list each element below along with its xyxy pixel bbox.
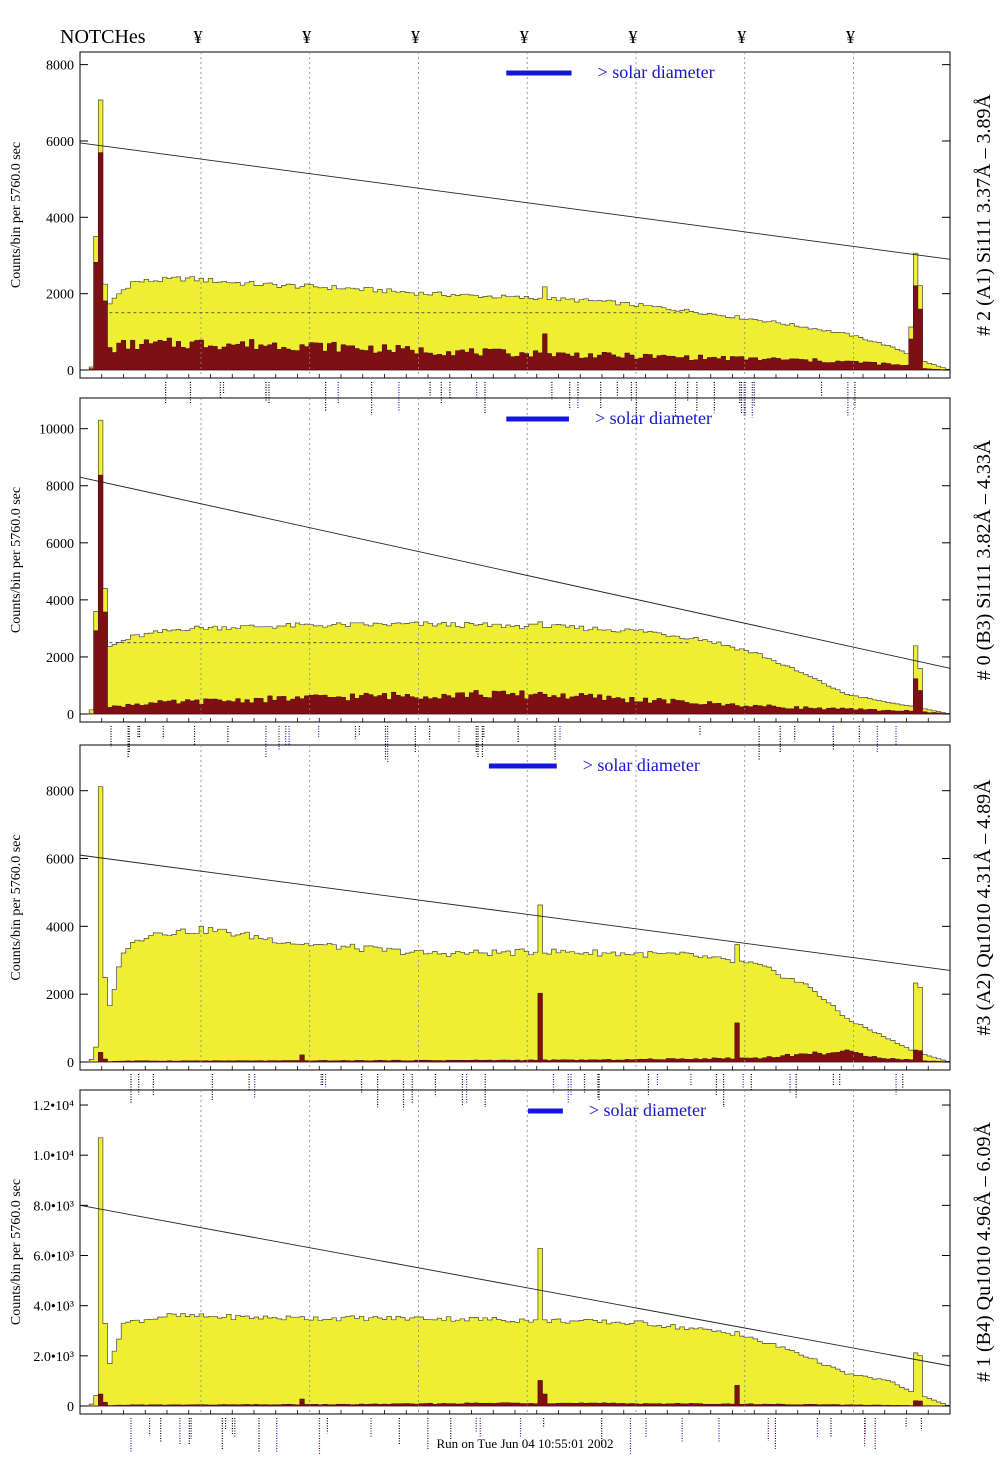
y-tick-label: 8000 [46,785,74,800]
solar-diameter-label: > solar diameter [589,1100,706,1120]
solar-diameter-label: > solar diameter [583,755,700,775]
panel-side-title: # 1 (B4) Qu1010 4.96Å – 6.09Å [973,1121,995,1382]
y-tick-label: 2000 [46,988,74,1003]
y-tick-label: 2.0•10³ [33,1350,74,1365]
y-axis-label-text: Counts/bin per [9,1239,24,1325]
exposure-text: 5760.0 sec [9,487,24,547]
y-tick-label: 6000 [46,135,74,150]
trend-line [79,142,951,260]
y-tick-label: 1.0•10⁴ [33,1149,74,1164]
total-counts-histogram [80,419,951,715]
chart-panels: 0 2000 4000 6000 8000 Counts/bin per 5760.0 s… [9,51,995,1454]
line-counts-histogram [80,152,951,371]
total-counts-histogram [80,1137,951,1407]
trend-line [79,1204,951,1367]
exposure-text: 5760.0 sec [9,1179,24,1239]
y-axis-label-text: Counts/bin per [9,547,24,633]
trend-line [79,476,951,669]
y-tick-label: 6000 [46,853,74,868]
run-info-footer: Run on Tue Jun 04 10:55:01 2002 [437,1436,614,1451]
y-tick-label: 6.0•10³ [33,1250,74,1265]
y-axis-label: Counts/bin per 5760.0 sec [9,1179,24,1325]
y-tick-label: 8000 [46,59,74,74]
notch-symbol-0: ¥ [193,27,202,47]
exposure-text: 5760.0 sec [9,834,24,894]
y-tick-label: 0 [67,1400,74,1415]
y-tick-label: 8000 [46,480,74,495]
y-tick-label: 6000 [46,537,74,552]
y-axis-label-text: Counts/bin per [9,894,24,980]
y-axis-label-text: Counts/bin per [9,202,24,288]
y-tick-label: 2000 [46,651,74,666]
y-tick-label: 2000 [46,288,74,303]
y-tick-label: 0 [67,708,74,723]
y-tick-label: 10000 [39,423,74,438]
panel-side-title: #3 (A2) Qu1010 4.31Å – 4.89Å [973,779,995,1036]
total-counts-histogram [80,99,951,371]
notch-symbol-6: ¥ [846,27,855,47]
y-tick-label: 4.0•10³ [33,1300,74,1315]
notch-symbol-5: ¥ [737,27,746,47]
y-axis-label: Counts/bin per 5760.0 sec [9,834,24,980]
notch-symbol-4: ¥ [628,27,637,47]
solar-diameter-label: > solar diameter [595,408,712,428]
y-tick-label: 4000 [46,920,74,935]
y-axis-label: Counts/bin per 5760.0 sec [9,487,24,633]
y-tick-label: 4000 [46,211,74,226]
y-axis-label: Counts/bin per 5760.0 sec [9,142,24,288]
exposure-text: 5760.0 sec [9,142,24,202]
chart-panel-2: 0 2000 4000 6000 8000 Counts/bin per 5760.0 s… [9,744,995,1110]
line-counts-histogram [80,474,951,715]
notch-symbol-2: ¥ [411,27,420,47]
line-counts-histogram [80,992,951,1063]
total-counts-histogram [80,786,951,1063]
y-tick-label: 8.0•10³ [33,1199,74,1214]
trend-line [79,854,951,971]
solar-diameter-label: > solar diameter [598,62,715,82]
chart-panel-1: 0 2000 4000 6000 8000 10000 Counts/bin per 576… [9,397,995,762]
y-tick-label: 0 [67,364,74,379]
panel-side-title: # 2 (A1) Si111 3.37Å – 3.89Å [973,94,995,336]
panel-side-title: # 0 (B3) Si111 3.82Å – 4.33Å [973,439,995,680]
notch-symbol-1: ¥ [302,27,311,47]
notch-symbol-3: ¥ [520,27,529,47]
chart-panel-0: 0 2000 4000 6000 8000 Counts/bin per 5760.0 s… [9,51,995,418]
y-tick-label: 1.2•10⁴ [33,1099,74,1114]
y-tick-label: 0 [67,1056,74,1071]
y-tick-label: 4000 [46,594,74,609]
notches-label: NOTCHes [60,26,146,48]
line-counts-histogram [80,1380,950,1407]
notch-marks: ¥ ¥ ¥ ¥ ¥ ¥ ¥ [193,27,855,47]
chart-panel-3: 0 2.0•10³ 4.0•10³ 6.0•10³ 8.0•10³ 1.0•10⁴ 1.2•… [9,1089,995,1454]
